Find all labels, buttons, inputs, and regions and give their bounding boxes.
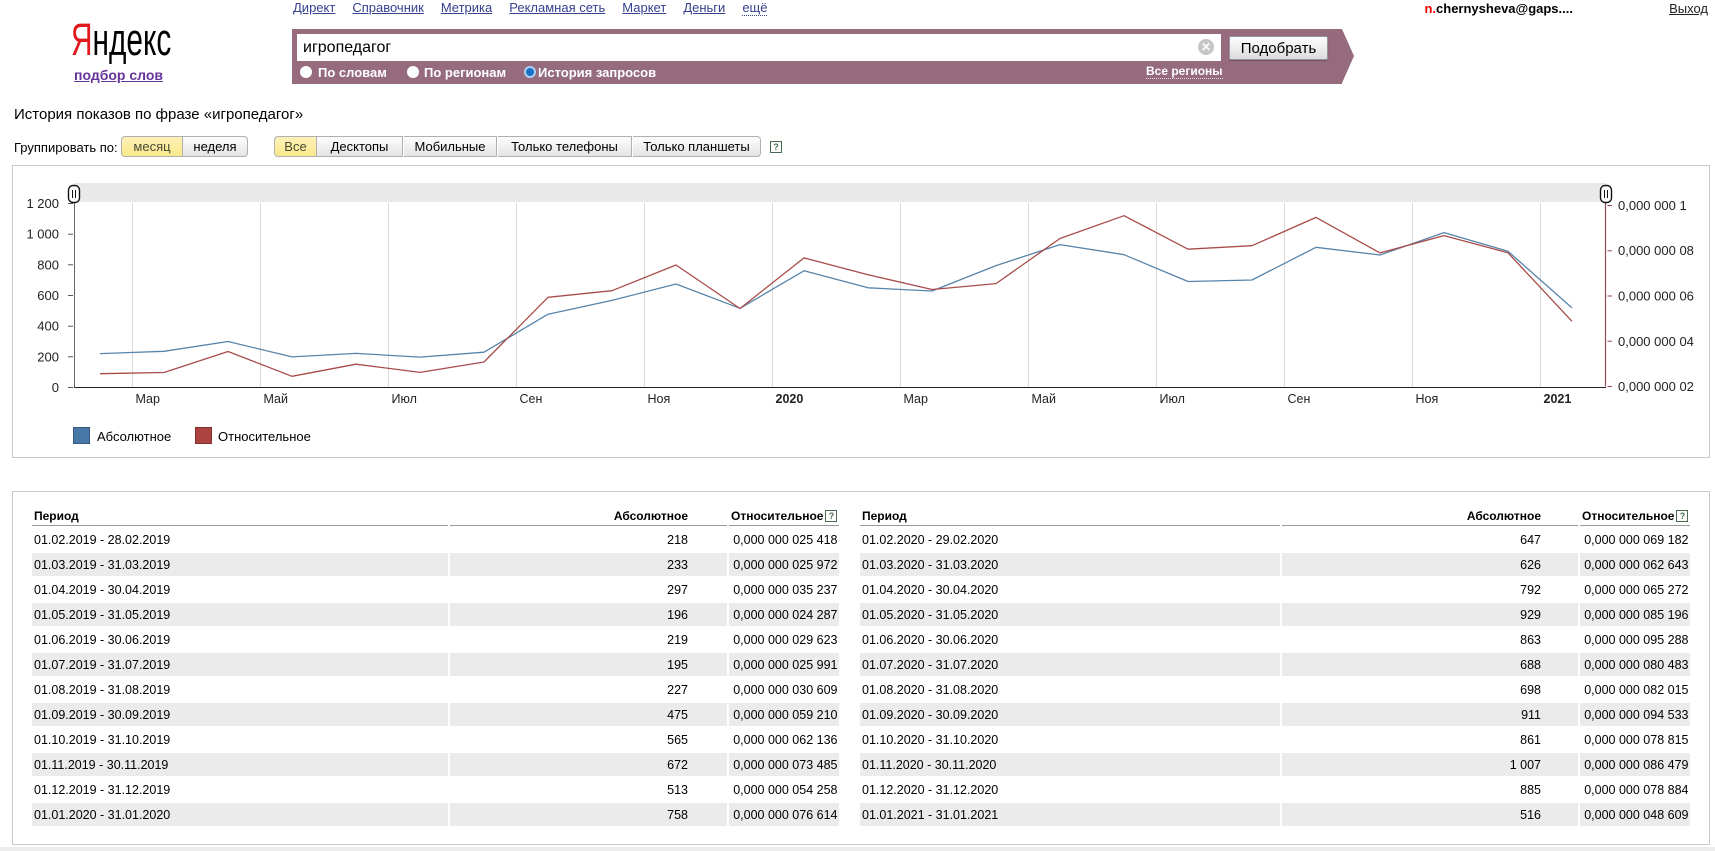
svg-text:Сен: Сен: [520, 392, 543, 406]
svg-text:0: 0: [52, 380, 59, 395]
svg-text:Ноя: Ноя: [648, 392, 671, 406]
svg-text:Мар: Мар: [904, 392, 929, 406]
svg-text:Мар: Мар: [136, 392, 161, 406]
svg-text:Ноя: Ноя: [1416, 392, 1439, 406]
svg-text:0,000 000 02: 0,000 000 02: [1618, 379, 1694, 394]
svg-text:Относительное: Относительное: [218, 429, 311, 444]
svg-text:1 000: 1 000: [26, 227, 59, 242]
svg-text:400: 400: [37, 319, 59, 334]
svg-text:Июл: Июл: [392, 392, 417, 406]
svg-text:2020: 2020: [776, 392, 804, 406]
svg-text:0,000 000 08: 0,000 000 08: [1618, 243, 1694, 258]
svg-text:0,000 000 1: 0,000 000 1: [1618, 198, 1687, 213]
svg-text:0,000 000 06: 0,000 000 06: [1618, 289, 1694, 304]
svg-text:0,000 000 04: 0,000 000 04: [1618, 334, 1694, 349]
svg-text:Май: Май: [264, 392, 289, 406]
svg-text:2021: 2021: [1544, 392, 1572, 406]
svg-text:Май: Май: [1032, 392, 1057, 406]
svg-text:Июл: Июл: [1160, 392, 1185, 406]
svg-text:1 200: 1 200: [26, 196, 59, 211]
svg-text:Абсолютное: Абсолютное: [97, 429, 171, 444]
svg-text:800: 800: [37, 257, 59, 272]
svg-text:200: 200: [37, 349, 59, 364]
svg-text:Сен: Сен: [1288, 392, 1311, 406]
svg-text:600: 600: [37, 288, 59, 303]
